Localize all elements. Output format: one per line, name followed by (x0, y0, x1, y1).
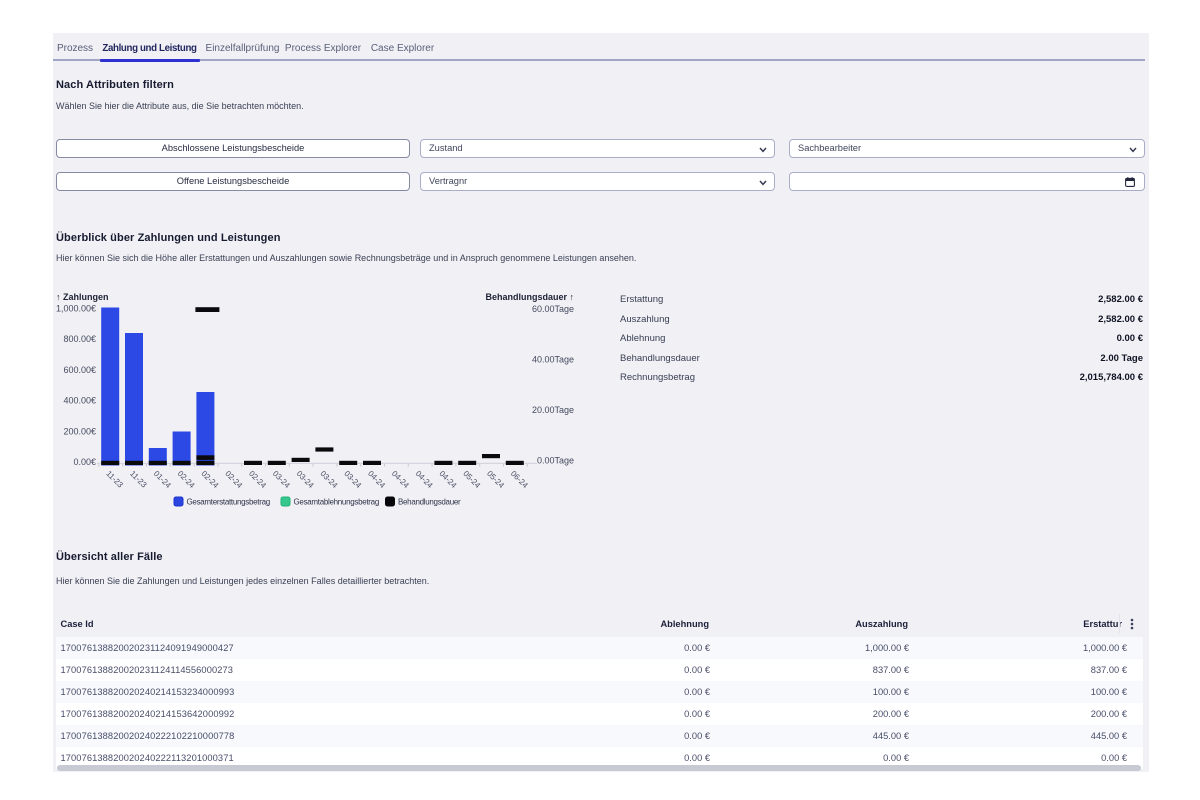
svg-text:Behandlungsdauer: Behandlungsdauer (398, 498, 461, 507)
svg-text:03-24: 03-24 (295, 469, 316, 490)
svg-text:Gesamtablehnungsbetrag: Gesamtablehnungsbetrag (294, 498, 379, 507)
svg-text:05-24: 05-24 (485, 469, 506, 490)
svg-text:11-23: 11-23 (104, 469, 125, 490)
svg-text:01-24: 01-24 (152, 469, 173, 490)
svg-text:400.00€: 400.00€ (63, 396, 96, 406)
svg-text:600.00€: 600.00€ (63, 365, 96, 375)
svg-text:1,000.00€: 1,000.00€ (56, 304, 96, 314)
svg-text:02-24: 02-24 (223, 469, 244, 490)
svg-text:0.00€: 0.00€ (73, 457, 96, 467)
svg-text:800.00€: 800.00€ (63, 334, 96, 344)
svg-text:200.00€: 200.00€ (63, 426, 96, 436)
svg-text:Behandlungsdauer ↑: Behandlungsdauer ↑ (485, 292, 574, 302)
svg-text:02-24: 02-24 (176, 469, 197, 490)
svg-text:↑ Zahlungen: ↑ Zahlungen (56, 292, 109, 302)
svg-text:02-24: 02-24 (247, 469, 268, 490)
svg-text:03-24: 03-24 (271, 469, 292, 490)
svg-text:04-24: 04-24 (437, 469, 458, 490)
svg-text:06-24: 06-24 (509, 469, 530, 490)
svg-text:04-24: 04-24 (366, 469, 387, 490)
svg-text:60.00Tage: 60.00Tage (532, 304, 574, 314)
svg-text:Gesamterstattungsbetrag: Gesamterstattungsbetrag (187, 498, 270, 507)
svg-text:03-24: 03-24 (342, 469, 363, 490)
svg-text:02-24: 02-24 (199, 469, 220, 490)
svg-text:0.00Tage: 0.00Tage (537, 455, 574, 465)
svg-text:04-24: 04-24 (390, 469, 411, 490)
svg-text:40.00Tage: 40.00Tage (532, 355, 574, 365)
svg-text:11-23: 11-23 (128, 469, 149, 490)
svg-text:03-24: 03-24 (318, 469, 339, 490)
svg-text:20.00Tage: 20.00Tage (532, 405, 574, 415)
svg-text:04-24: 04-24 (414, 469, 435, 490)
svg-text:05-24: 05-24 (461, 469, 482, 490)
